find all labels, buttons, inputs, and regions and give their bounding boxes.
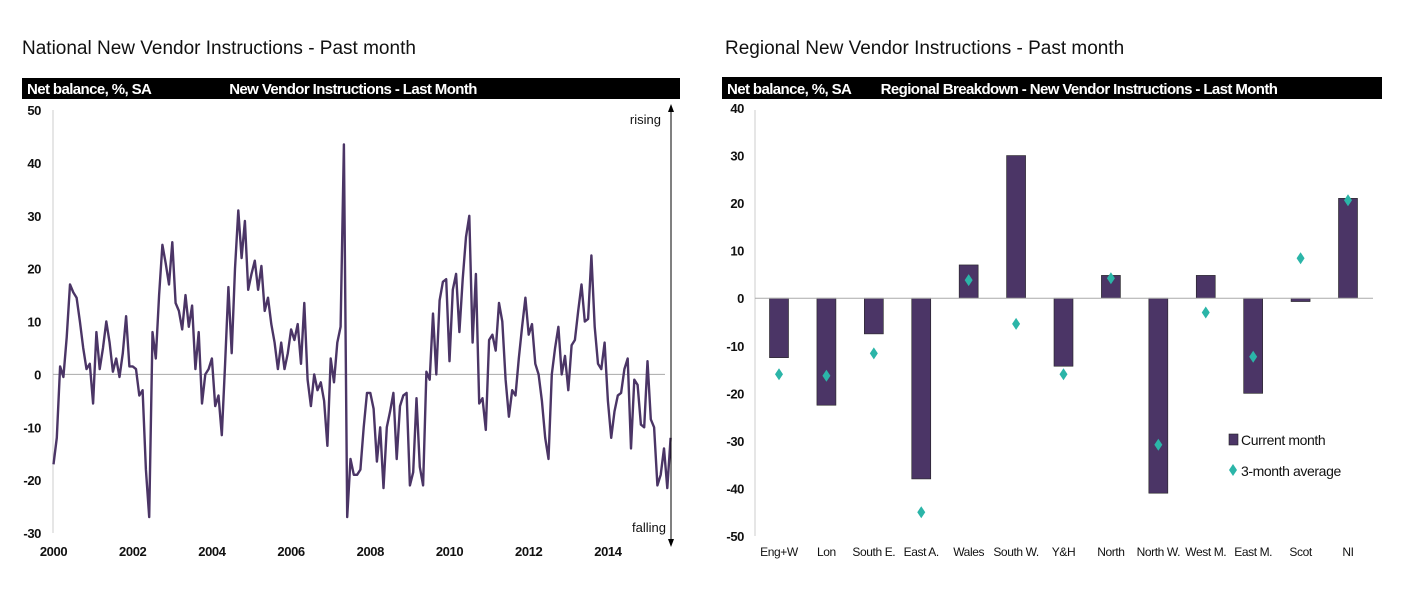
bar-current-month: [864, 297, 884, 335]
regional-chart: Regional New Vendor Instructions - Past …: [722, 38, 1382, 559]
category-label: North W.: [1137, 545, 1181, 559]
marker-3-month-average: [1012, 317, 1021, 330]
marker-3-month-average: [822, 369, 831, 382]
y-tick-label: 10: [730, 244, 744, 259]
marker-3-month-average: [917, 506, 926, 519]
y-tick-label: 40: [730, 101, 744, 116]
marker-3-month-average: [1201, 306, 1210, 319]
bar-current-month: [911, 297, 932, 480]
x-tick-label: 2008: [357, 544, 384, 559]
marker-3-month-average: [869, 347, 878, 360]
y-tick-label: -10: [726, 339, 744, 354]
y-tick-label: -30: [23, 526, 41, 541]
bar-current-month: [1006, 155, 1026, 299]
marker-3-month-average: [964, 274, 973, 287]
x-tick-label: 2006: [277, 544, 304, 559]
rising-label: rising: [630, 112, 661, 127]
regional-header-unit: Net balance, %, SA: [727, 81, 852, 98]
y-tick-label: 30: [730, 149, 744, 164]
y-tick-label: -40: [726, 481, 744, 496]
category-label: South W.: [993, 545, 1039, 559]
y-tick-label: 10: [27, 315, 41, 330]
category-label: West M.: [1185, 545, 1226, 559]
y-tick-label: 50: [27, 103, 41, 118]
y-tick-label: -30: [726, 434, 744, 449]
marker-3-month-average: [1059, 368, 1068, 381]
y-tick-label: 40: [27, 156, 41, 171]
national-series-line: [52, 143, 672, 519]
category-label: Y&H: [1052, 545, 1075, 559]
bar-current-month: [1338, 198, 1358, 299]
y-tick-label: 20: [27, 262, 41, 277]
category-label: Eng+W: [760, 545, 799, 559]
bar-current-month: [1053, 297, 1074, 367]
national-page-title: National New Vendor Instructions - Past …: [22, 38, 416, 59]
bar-current-month: [769, 297, 789, 358]
regional-header-bar: [722, 77, 1382, 99]
y-tick-label: 30: [27, 209, 41, 224]
regional-page-title: Regional New Vendor Instructions - Past …: [725, 38, 1124, 59]
category-label: Wales: [953, 545, 984, 559]
x-tick-label: 2002: [119, 544, 146, 559]
x-tick-label: 2014: [594, 544, 622, 559]
y-tick-label: -20: [23, 473, 41, 488]
national-chart: National New Vendor Instructions - Past …: [22, 38, 680, 559]
category-label: NI: [1342, 545, 1353, 559]
category-label: East M.: [1234, 545, 1272, 559]
falling-label: falling: [632, 520, 666, 535]
bar-current-month: [816, 297, 837, 406]
x-tick-label: 2012: [515, 544, 542, 559]
legend: Current month 3-month average: [1228, 432, 1342, 479]
category-label: East A.: [904, 545, 939, 559]
regional-chart-title: Regional Breakdown - New Vendor Instruct…: [881, 81, 1278, 98]
national-header-bar: [22, 78, 680, 99]
category-label: South E.: [852, 545, 895, 559]
national-header-unit: Net balance, %, SA: [27, 81, 152, 98]
category-label: North: [1097, 545, 1124, 559]
marker-3-month-average: [1249, 350, 1258, 363]
marker-3-month-average: [1296, 252, 1305, 265]
marker-3-month-average: [1154, 438, 1163, 451]
marker-3-month-average: [1344, 194, 1352, 207]
x-tick-label: 2010: [436, 544, 463, 559]
x-tick-label: 2000: [40, 544, 67, 559]
y-tick-label: 0: [737, 291, 744, 306]
y-tick-label: -50: [726, 529, 744, 544]
marker-3-month-average: [775, 368, 783, 381]
marker-3-month-average: [1106, 272, 1115, 285]
y-tick-label: 20: [730, 196, 744, 211]
legend-swatch-current: [1228, 433, 1239, 446]
bar-current-month: [1148, 297, 1169, 494]
legend-3-month-average: 3-month average: [1241, 463, 1341, 479]
category-label: Lon: [817, 545, 836, 559]
legend-diamond-icon: [1229, 464, 1237, 476]
bar-current-month: [1243, 297, 1263, 394]
legend-current-month: Current month: [1241, 432, 1325, 448]
y-tick-label: -20: [726, 386, 744, 401]
y-tick-label: 0: [34, 367, 41, 382]
x-tick-label: 2004: [198, 544, 226, 559]
national-chart-title: New Vendor Instructions - Last Month: [229, 81, 477, 98]
y-tick-label: -10: [23, 420, 41, 435]
category-label: Scot: [1289, 545, 1312, 559]
bar-current-month: [1195, 275, 1216, 299]
